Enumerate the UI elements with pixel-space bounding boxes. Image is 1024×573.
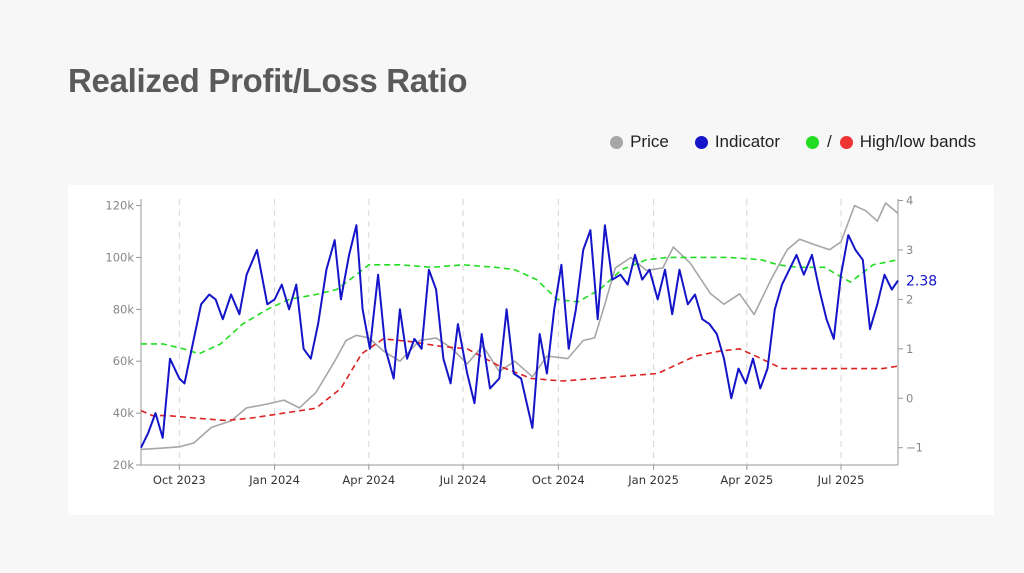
legend-bands-label: High/low bands <box>859 132 976 151</box>
axes <box>136 199 903 470</box>
vertical-grid <box>178 199 842 465</box>
x-tick-label: Oct 2024 <box>532 473 585 487</box>
x-tick-label: Jul 2024 <box>439 473 487 487</box>
legend-item-price[interactable]: Price <box>610 132 669 152</box>
legend-item-indicator[interactable]: Indicator <box>694 132 781 152</box>
page-title: Realized Profit/Loss Ratio <box>68 62 468 99</box>
right-tick-label: 0 <box>906 391 913 405</box>
high-band-line <box>141 256 899 355</box>
x-tick-label: Jul 2025 <box>817 473 865 487</box>
x-tick-label: Apr 2024 <box>342 473 395 487</box>
low-band-dot-icon <box>839 135 853 149</box>
right-tick-label: 2 <box>906 292 913 306</box>
tick-labels: Oct 2023 Jan 2024 Apr 2024 Jul 2024 Oct 2024… <box>105 194 937 487</box>
left-tick-label: 20k <box>113 458 135 472</box>
x-tick-label: Apr 2025 <box>720 473 773 487</box>
legend-price-label: Price <box>630 132 669 151</box>
chart-legend: Price Indicator / High/low bands <box>610 132 976 152</box>
left-tick-label: 60k <box>113 354 135 368</box>
price-dot-icon <box>610 135 624 149</box>
x-tick-label: Jan 2025 <box>627 473 679 487</box>
indicator-line <box>140 224 899 449</box>
chart-panel: Oct 2023 Jan 2024 Apr 2024 Jul 2024 Oct 2024… <box>68 185 994 515</box>
x-tick-label: Jan 2024 <box>248 473 300 487</box>
chart-svg: Oct 2023 Jan 2024 Apr 2024 Jul 2024 Oct 2024… <box>105 194 937 487</box>
indicator-last-value-label: 2.38 <box>906 274 937 290</box>
indicator-dot-icon <box>694 135 708 149</box>
legend-indicator-label: Indicator <box>714 132 781 151</box>
price-line <box>140 202 899 451</box>
left-tick-label: 80k <box>113 302 135 316</box>
legend-item-bands[interactable]: / High/low bands <box>806 132 976 152</box>
left-tick-label: 120k <box>105 199 134 213</box>
high-band-dot-icon <box>806 135 820 149</box>
right-tick-label: 3 <box>906 243 913 257</box>
left-tick-label: 40k <box>113 406 135 420</box>
x-tick-label: Oct 2023 <box>153 473 206 487</box>
right-tick-label: 4 <box>906 194 913 208</box>
left-tick-label: 100k <box>105 250 134 264</box>
legend-bands-slash: / <box>827 132 832 151</box>
series-lines <box>140 202 899 451</box>
low-band-line <box>140 338 899 422</box>
right-tick-label: −1 <box>906 441 923 455</box>
right-tick-label: 1 <box>906 342 913 356</box>
